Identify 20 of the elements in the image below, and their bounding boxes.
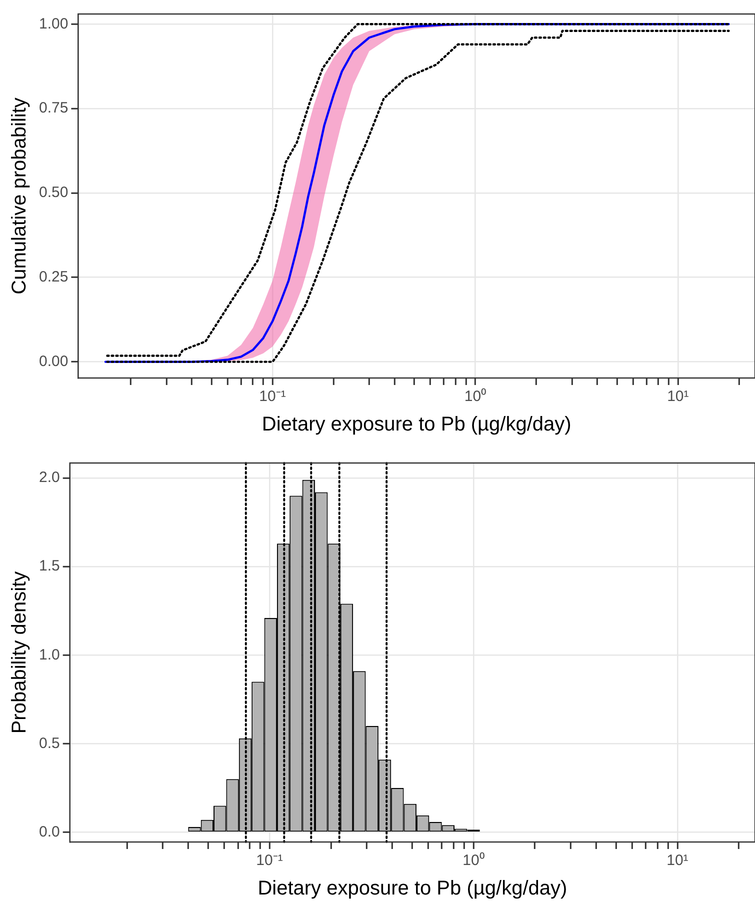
y-tick-label: 2.0 <box>38 469 60 486</box>
x-axis-title: Dietary exposure to Pb (µg/kg/day) <box>258 878 568 900</box>
x-axis-title: Dietary exposure to Pb (µg/kg/day) <box>262 414 572 436</box>
x-tick-label: 10⁻¹ <box>256 852 283 870</box>
x-tick-label: 10⁰ <box>462 852 484 870</box>
y-tick-label: 0.75 <box>38 100 68 117</box>
x-tick-label: 10⁰ <box>464 388 486 406</box>
x-tick-label: 10¹ <box>666 852 688 870</box>
y-tick-label: 0.50 <box>38 184 68 202</box>
y-tick-label: 1.0 <box>38 646 60 664</box>
y-tick-label: 1.00 <box>38 15 68 32</box>
y-tick-label: 0.0 <box>38 823 60 840</box>
y-axis-title: Probability density <box>8 571 31 734</box>
y-tick-label: 0.5 <box>38 734 60 752</box>
y-tick-label: 0.00 <box>38 352 68 370</box>
y-tick-label: 0.25 <box>38 268 68 286</box>
x-tick-label: 10⁻¹ <box>259 388 286 406</box>
y-axis-title: Cumulative probability <box>8 98 31 294</box>
y-tick-label: 1.5 <box>38 558 60 575</box>
x-tick-label: 10¹ <box>667 388 689 406</box>
